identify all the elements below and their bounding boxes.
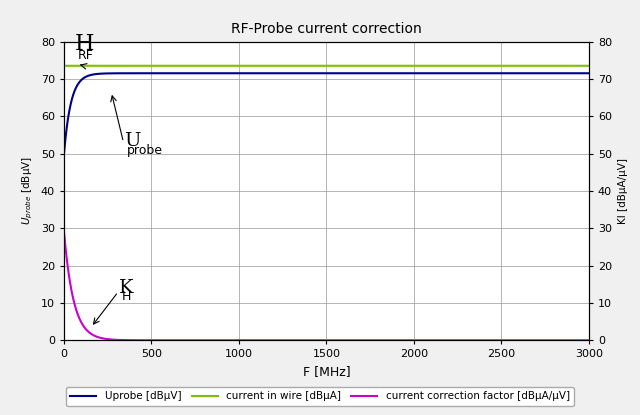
Y-axis label: $U_{probe}$ [dBµV]: $U_{probe}$ [dBµV] xyxy=(21,156,35,225)
Text: RF: RF xyxy=(77,49,93,62)
X-axis label: F [MHz]: F [MHz] xyxy=(303,365,350,378)
Text: probe: probe xyxy=(127,144,163,157)
Title: RF-Probe current correction: RF-Probe current correction xyxy=(231,22,422,36)
Text: U: U xyxy=(124,132,141,150)
Y-axis label: KI [dBµA/µV]: KI [dBµA/µV] xyxy=(618,158,627,224)
Text: H: H xyxy=(122,290,131,303)
Text: K: K xyxy=(119,279,134,297)
Legend: Uprobe [dBµV], current in wire [dBµA], current correction factor [dBµA/µV]: Uprobe [dBµV], current in wire [dBµA], c… xyxy=(66,387,574,405)
Text: H: H xyxy=(74,32,94,55)
